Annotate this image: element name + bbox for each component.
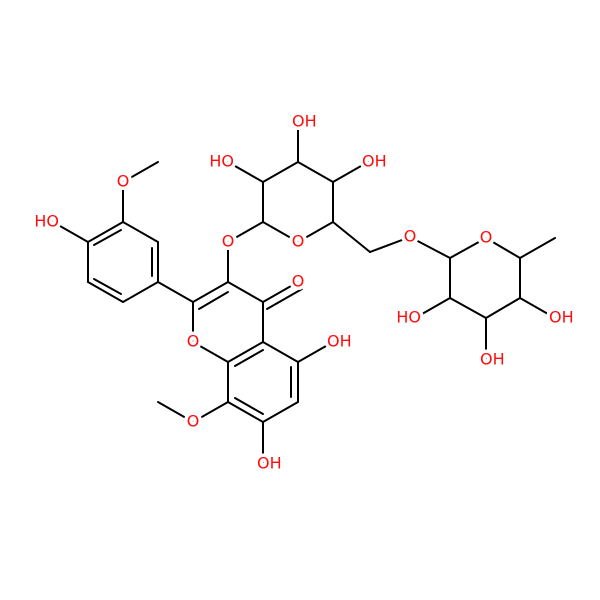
bond [87, 221, 124, 243]
bond [262, 221, 299, 243]
bond [262, 341, 299, 363]
bond [449, 237, 487, 259]
atom-label: O [292, 272, 305, 291]
bond [519, 237, 556, 259]
bond [262, 281, 299, 303]
atom-label: HO [396, 308, 421, 327]
bond [227, 221, 264, 243]
bond [87, 281, 124, 303]
bond [227, 161, 264, 183]
bond [369, 236, 411, 253]
bond [234, 349, 264, 367]
atom-label: OH [549, 308, 574, 327]
atom-label: OH [292, 112, 317, 131]
bond [198, 291, 229, 310]
bond [157, 281, 194, 303]
atom-label: O [222, 232, 235, 251]
bond [192, 341, 229, 363]
bond [485, 297, 521, 319]
atom-labels: O HO HO OH OH O O O O O O OH O OH HO OH … [31, 108, 577, 476]
bond [227, 281, 264, 303]
bond [262, 161, 299, 183]
bond [297, 161, 334, 183]
atom-label: OH [480, 350, 505, 369]
bond [93, 278, 122, 295]
bond [297, 221, 334, 243]
bond [262, 401, 299, 423]
atom-label: O [187, 332, 200, 351]
bond [332, 221, 371, 253]
bond [409, 236, 451, 259]
bond [227, 401, 264, 423]
bonds [52, 121, 556, 463]
bond [122, 161, 159, 183]
bond [157, 401, 194, 423]
bond [93, 229, 122, 246]
bond [52, 221, 89, 243]
atom-label: O [404, 227, 417, 246]
bond [485, 237, 521, 259]
bond [297, 341, 334, 363]
bond [332, 161, 369, 183]
bond [414, 297, 451, 319]
bond [192, 401, 229, 423]
bond [519, 297, 556, 319]
atom-label: OH [362, 152, 387, 171]
bond [192, 281, 229, 303]
bond [449, 297, 487, 319]
atom-label: HO [209, 152, 234, 171]
bond [122, 221, 159, 243]
atom-label: O [480, 228, 493, 247]
atom-label: OH [327, 332, 352, 351]
bond [122, 281, 159, 303]
bond [227, 341, 264, 363]
atom-label: O [187, 412, 200, 431]
atom-label: O [292, 232, 305, 251]
bond [266, 288, 303, 310]
bond [234, 397, 264, 415]
atom-label: HO [34, 212, 59, 231]
atom-label: OH [257, 454, 282, 473]
atom-label: O [117, 172, 130, 191]
